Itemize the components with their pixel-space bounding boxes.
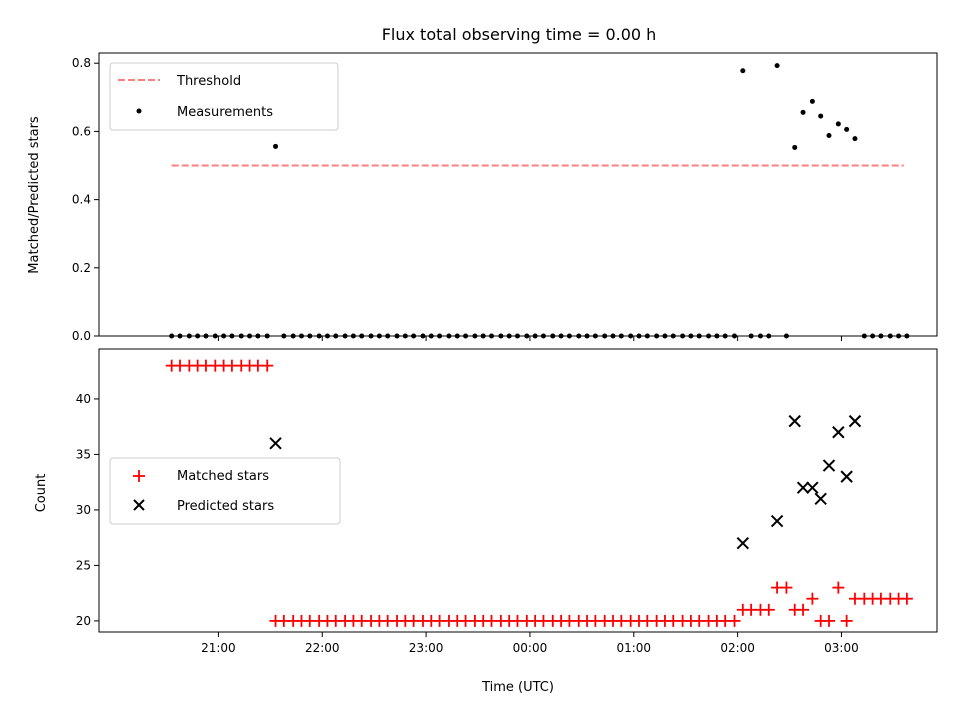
x-tick-label: 03:00: [824, 641, 859, 655]
x-tick-label: 21:00: [201, 641, 236, 655]
measurement-point: [818, 113, 824, 119]
matched-star-point: [806, 592, 819, 605]
measurement-point: [774, 63, 780, 69]
legend-predicted-label: Predicted stars: [177, 499, 274, 514]
y-tick-label: 20: [76, 614, 91, 628]
measurement-point: [852, 136, 858, 142]
bottom-legend: Matched stars Predicted stars: [109, 457, 341, 525]
bottom-panel: 20 25 30 35 40 21:00 22:00 23:00 00:00 01:00 02:0…: [34, 348, 938, 695]
measurement-point: [809, 98, 815, 104]
top-frame: [98, 52, 938, 337]
bottom-x-ticks: 21:00 22:00 23:00 00:00 01:00 02:00 03:00: [201, 632, 859, 655]
legend-matched-swatch: [133, 470, 145, 482]
predicted-star-point: [806, 481, 819, 494]
y-tick-label: 0.6: [72, 124, 91, 138]
top-y-ticks: 0.0 0.2 0.4 0.6 0.8: [72, 56, 99, 343]
predicted-star-point: [832, 426, 845, 439]
matched-star-point: [840, 614, 853, 627]
legend-matched-label: Matched stars: [177, 469, 269, 484]
bottom-y-ticks: 20 25 30 35 40: [76, 392, 99, 628]
matched-star-point: [261, 359, 274, 372]
bottom-legend-box: [109, 457, 341, 525]
predicted-star-point: [269, 437, 282, 450]
top-panel: 0.00.20.40.60.8 Matched/Predicted stars …: [27, 52, 938, 343]
y-tick-label: 0.2: [72, 261, 91, 275]
measurement-point: [844, 126, 850, 132]
bottom-frame: [98, 348, 938, 633]
x-tick-label: 00:00: [513, 641, 548, 655]
legend-measurements-label: Measurements: [177, 105, 273, 120]
top-legend: Threshold Measurements: [109, 62, 339, 131]
measurement-point: [835, 121, 841, 127]
predicted-star-point: [736, 537, 750, 550]
measurement-point: [273, 143, 279, 149]
x-axis-label: Time (UTC): [481, 680, 554, 695]
y-tick-label: 25: [76, 558, 91, 572]
x-tick-label: 23:00: [409, 641, 444, 655]
y-tick-label: 40: [76, 392, 91, 406]
x-tick-label: 01:00: [616, 641, 651, 655]
y-tick-label: 0.8: [72, 56, 91, 70]
chart-title: Flux total observing time = 0.00 h: [382, 25, 657, 44]
legend-predicted-swatch: [133, 499, 145, 511]
bottom-marks: [165, 359, 913, 627]
predicted-star-point: [788, 414, 801, 428]
x-tick-label: 02:00: [720, 641, 755, 655]
matched-star-point: [780, 581, 793, 594]
measurement-point: [826, 133, 832, 139]
y-tick-label: 35: [76, 447, 91, 461]
matched-star-point: [762, 603, 775, 616]
predicted-star-point: [796, 481, 810, 494]
predicted-star-point: [814, 492, 827, 506]
matched-star-point: [797, 603, 810, 616]
legend-threshold-label: Threshold: [176, 74, 241, 89]
y-tick-label: 0.0: [72, 329, 91, 343]
predicted-star-point: [840, 470, 853, 483]
predicted-star-point: [822, 459, 836, 472]
top-y-axis-label: Matched/Predicted stars: [27, 116, 42, 274]
measurement-point: [740, 68, 746, 74]
matched-star-point: [900, 592, 913, 605]
predicted-star-point: [848, 414, 862, 428]
predicted-star-point: [770, 514, 784, 528]
top-legend-box: [109, 62, 339, 131]
y-tick-label: 0.4: [72, 193, 91, 207]
matched-star-point: [832, 581, 845, 594]
legend-measurements-swatch: [136, 108, 142, 114]
y-tick-label: 30: [76, 503, 91, 517]
matched-star-point: [728, 614, 741, 627]
top-x-ticks: [217, 336, 842, 341]
matched-star-point: [823, 614, 836, 627]
bottom-y-axis-label: Count: [34, 474, 49, 513]
x-tick-label: 22:00: [305, 641, 340, 655]
measurement-point: [792, 144, 798, 150]
measurement-point: [800, 109, 806, 115]
